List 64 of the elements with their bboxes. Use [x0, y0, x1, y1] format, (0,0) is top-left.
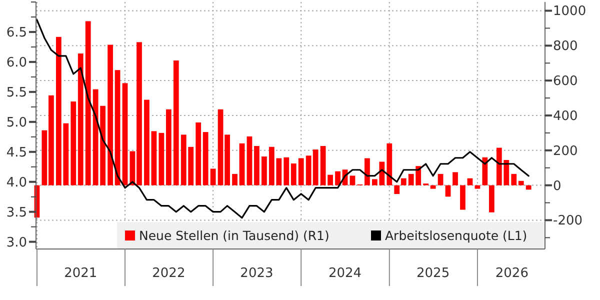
x-tick-label: 2022: [152, 266, 186, 281]
bar: [85, 21, 91, 186]
bar: [290, 163, 296, 186]
bar: [144, 100, 150, 186]
bar: [239, 143, 245, 186]
x-tick-label: 2021: [64, 266, 98, 281]
bar: [430, 185, 436, 189]
bar: [488, 185, 494, 212]
y-tick-label: 6.5: [6, 25, 27, 40]
legend-label: Arbeitslosenquote (L1): [385, 228, 528, 243]
bar: [474, 185, 480, 189]
y2-tick-label: 200: [553, 144, 578, 159]
bar: [526, 185, 532, 190]
y-tick-label: 3.0: [6, 235, 27, 250]
bar: [438, 174, 444, 186]
y-tick-label: 4.5: [6, 145, 27, 160]
y2-tick-label: 600: [553, 74, 578, 90]
y-tick-label: 5.0: [6, 115, 27, 130]
bar: [467, 178, 473, 186]
bar: [173, 60, 179, 186]
bar: [196, 122, 202, 186]
bar: [284, 157, 290, 186]
bar: [70, 102, 76, 186]
bar: [202, 132, 208, 186]
y-tick-label: 3.5: [6, 205, 27, 220]
bar: [254, 146, 260, 186]
bar: [364, 158, 370, 186]
bar: [158, 132, 164, 186]
y2-tick-label: -200: [553, 214, 583, 229]
bar: [210, 168, 216, 186]
bar: [166, 109, 172, 186]
bar: [511, 174, 517, 186]
x-tick-label: 2025: [416, 266, 450, 281]
bar: [482, 157, 488, 186]
bar: [114, 70, 120, 186]
bar: [78, 53, 84, 186]
bar: [232, 174, 238, 186]
bar: [350, 176, 356, 186]
y2-tick-label: 1000: [553, 4, 586, 20]
bar: [445, 185, 451, 197]
bar: [394, 185, 400, 194]
x-tick-label: 2023: [240, 266, 274, 281]
y-tick-label: 4.0: [6, 175, 27, 190]
x-tick-label: 2024: [328, 266, 362, 281]
y2-tick-label: 0: [553, 178, 562, 194]
y2-tick-label: 800: [553, 39, 578, 54]
x-tick-label: 2026: [495, 266, 528, 281]
line-series: [36, 19, 530, 219]
bar: [400, 178, 406, 186]
bar: [386, 143, 392, 186]
bar: [151, 131, 157, 186]
bar: [108, 44, 113, 186]
y-tick-label: 6.0: [6, 55, 27, 70]
bar: [452, 172, 458, 186]
bar: [335, 171, 340, 186]
legend-label: Neue Stellen (in Tausend) (R1): [139, 228, 330, 243]
bar: [518, 180, 524, 186]
bar: [122, 83, 128, 186]
bar: [460, 185, 466, 210]
bar: [298, 158, 304, 186]
y-tick-label: 5.5: [6, 85, 27, 100]
y2-tick-label: 400: [553, 108, 578, 124]
bar: [262, 156, 267, 186]
bar: [246, 136, 252, 186]
